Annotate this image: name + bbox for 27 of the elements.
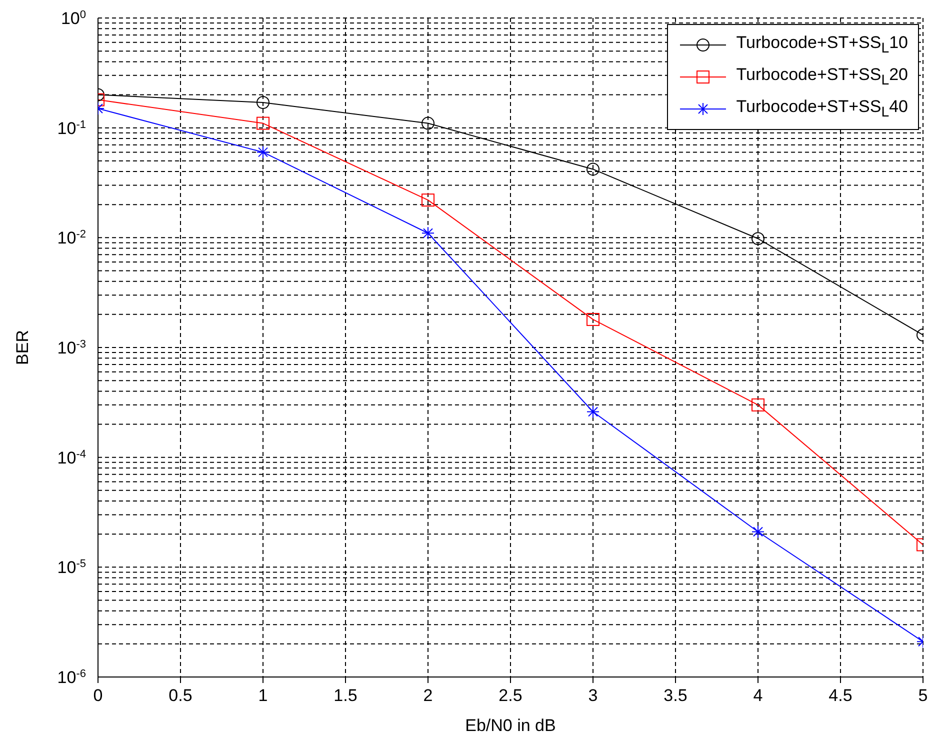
y-axis-title: BER bbox=[13, 330, 32, 365]
y-tick-label: 10$^{0}$ bbox=[60, 9, 86, 28]
y-tick-label: 10$^{-6}$ bbox=[57, 668, 86, 687]
x-tick-label: 2.5 bbox=[498, 686, 522, 705]
x-tick-label: 3.5 bbox=[664, 686, 688, 705]
x-tick-label: 4 bbox=[753, 686, 763, 705]
x-tick-label: 5 bbox=[918, 686, 928, 705]
legend-label: Turbocode+ST+SS$_{L}$10 bbox=[736, 33, 908, 57]
x-tick-label: 0 bbox=[93, 686, 103, 705]
x-tick-label: 1 bbox=[258, 686, 268, 705]
x-tick-label: 2 bbox=[423, 686, 433, 705]
point bbox=[422, 116, 434, 130]
x-tick-label: 3 bbox=[588, 686, 598, 705]
legend-label: Turbocode+ST+SS$_{L}$40 bbox=[736, 97, 908, 121]
point bbox=[586, 162, 600, 176]
y-tick-label: 10$^{-5}$ bbox=[57, 558, 86, 578]
x-tick-label: 1.5 bbox=[334, 686, 358, 705]
y-tick-label: 10$^{-4}$ bbox=[57, 448, 86, 468]
point bbox=[586, 312, 600, 326]
legend-label: Turbocode+ST+SS$_{L}$20 bbox=[736, 65, 908, 89]
x-tick-label: 4.5 bbox=[828, 686, 852, 705]
x-axis-title: Eb/N0 in dB bbox=[465, 716, 556, 735]
y-tick-label: 10$^{-1}$ bbox=[57, 118, 86, 138]
x-tick-label: 0.5 bbox=[168, 686, 192, 705]
y-tick-label: 10$^{-3}$ bbox=[57, 338, 86, 358]
point bbox=[422, 194, 434, 207]
y-tick-label: 10$^{-2}$ bbox=[57, 228, 86, 248]
